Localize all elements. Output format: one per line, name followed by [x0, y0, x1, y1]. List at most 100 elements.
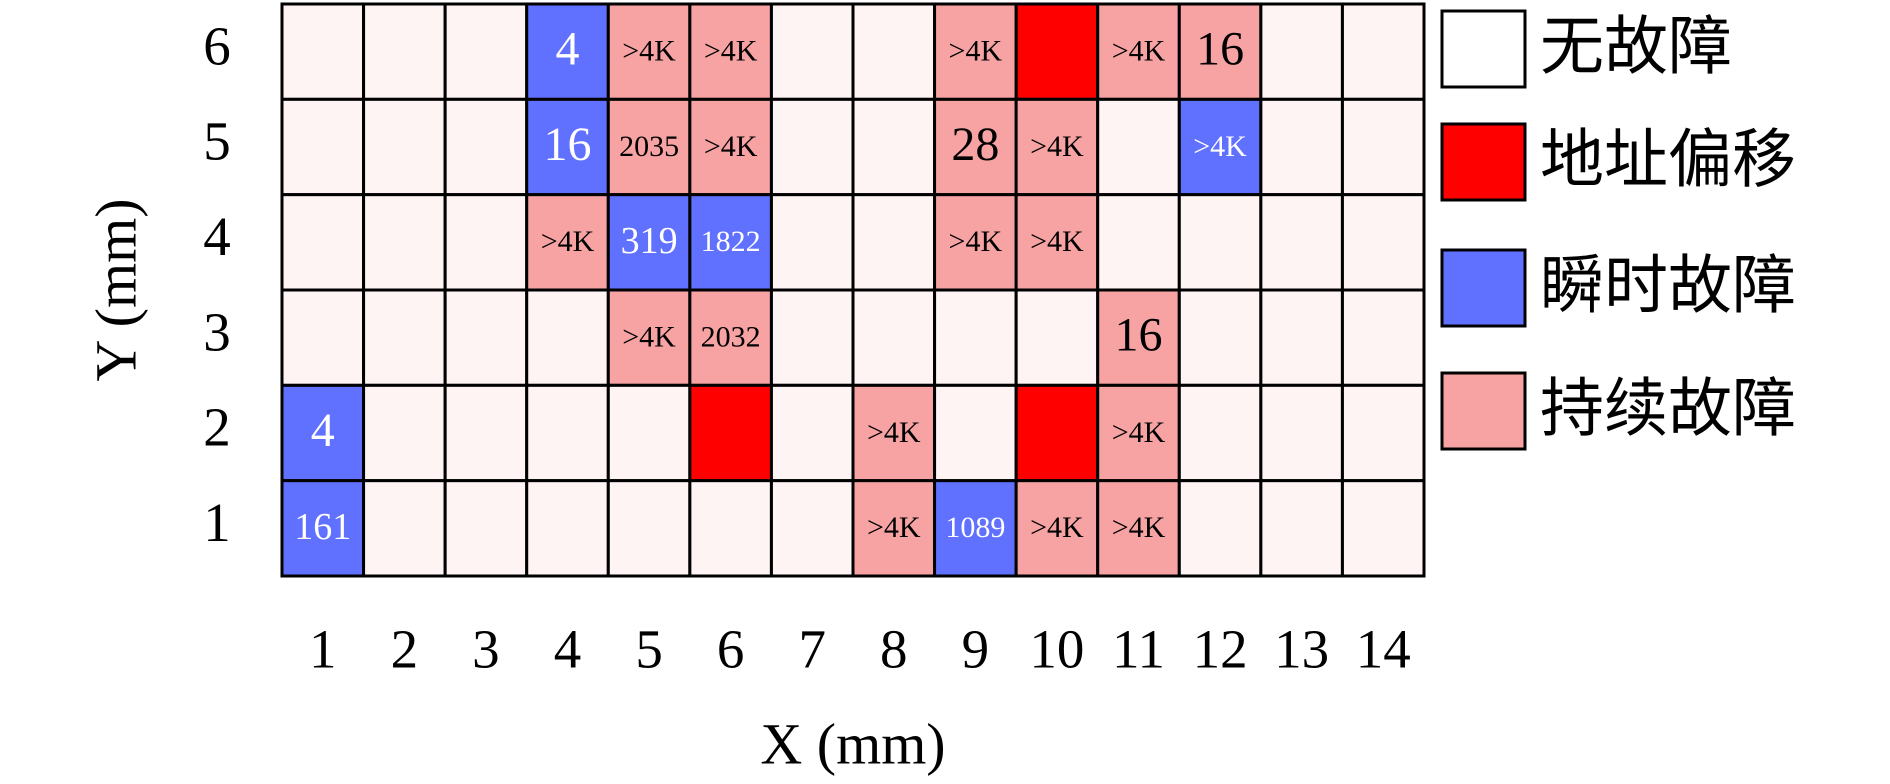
cell-label: >4K [1030, 511, 1084, 544]
legend-label: 地址偏移 [1540, 124, 1796, 198]
cell [362, 193, 447, 292]
cell [1177, 383, 1263, 483]
cell-label: >4K [541, 225, 595, 258]
legend-label: 持续故障 [1540, 373, 1796, 447]
cell [525, 288, 610, 387]
x-tick-label: 1 [309, 619, 337, 680]
cell [851, 383, 937, 483]
x-tick-label: 14 [1356, 619, 1411, 680]
cell-label: 16 [544, 118, 592, 171]
cell [1014, 193, 1100, 292]
y-tick-label: 4 [203, 206, 231, 267]
cell-label: >4K [622, 35, 676, 68]
cell [280, 193, 366, 292]
cell [769, 479, 855, 578]
cell [1259, 288, 1344, 387]
cell [688, 288, 773, 387]
cell [688, 383, 773, 483]
cell-label: 1089 [945, 511, 1005, 544]
x-tick-label: 5 [635, 619, 663, 680]
cell-label: 319 [621, 220, 678, 262]
x-tick-label: 11 [1112, 619, 1165, 680]
x-tick-label: 7 [798, 619, 826, 680]
cell [1259, 479, 1344, 578]
cell [1014, 288, 1100, 387]
legend-swatch [1440, 248, 1527, 328]
cell [851, 288, 937, 387]
cell [443, 479, 529, 578]
cell [1340, 193, 1426, 292]
cell [769, 288, 855, 387]
cell [851, 193, 937, 292]
cell-label: 16 [1115, 309, 1163, 362]
cell [525, 2, 610, 101]
y-tick-label: 6 [203, 15, 231, 76]
cell [851, 97, 937, 197]
cell [769, 2, 855, 101]
y-tick-label: 3 [203, 301, 231, 362]
cell [1177, 479, 1263, 578]
cell [1177, 193, 1263, 292]
y-tick-label: 2 [203, 397, 231, 458]
cell [1340, 288, 1426, 387]
cell [933, 288, 1018, 387]
cell [1259, 2, 1344, 101]
cell-label: >4K [1112, 416, 1166, 449]
cell [280, 97, 366, 197]
cell [1096, 383, 1181, 483]
y-axis-label: Y (mm) [83, 198, 148, 381]
cell [443, 193, 529, 292]
x-tick-label: 13 [1274, 619, 1329, 680]
cell [1177, 288, 1263, 387]
cell [1340, 97, 1426, 197]
cell [1014, 2, 1100, 101]
cell-label: >4K [622, 321, 676, 354]
cell [1259, 97, 1344, 197]
cell [769, 97, 855, 197]
cell [1259, 193, 1344, 292]
cell-label: >4K [1030, 130, 1084, 163]
cell [280, 383, 366, 483]
cell-label: >4K [1030, 225, 1084, 258]
cell [606, 479, 692, 578]
cell [606, 193, 692, 292]
x-tick-label: 12 [1193, 619, 1248, 680]
cell-label: 4 [311, 404, 335, 457]
cell [1177, 2, 1263, 101]
cell [280, 2, 366, 101]
legend-label: 瞬时故障 [1540, 250, 1796, 324]
cell [443, 288, 529, 387]
cell [362, 288, 447, 387]
cell [606, 97, 692, 197]
cell [1096, 97, 1181, 197]
x-tick-label: 8 [880, 619, 908, 680]
x-tick-label: 9 [962, 619, 990, 680]
cell [1177, 97, 1263, 197]
cell-label: 16 [1196, 23, 1244, 76]
cell [525, 479, 610, 578]
cell [769, 193, 855, 292]
cell [1259, 383, 1344, 483]
legend-swatch [1440, 371, 1527, 451]
cell-label: >4K [704, 130, 758, 163]
cell-label: 1822 [701, 225, 761, 258]
cell [362, 383, 447, 483]
cell-label: >4K [1112, 511, 1166, 544]
cell-label: >4K [1112, 35, 1166, 68]
cell [1096, 479, 1181, 578]
x-tick-label: 2 [391, 619, 419, 680]
cell-label: >4K [949, 35, 1003, 68]
x-tick-label: 3 [472, 619, 500, 680]
cell [1014, 479, 1100, 578]
cell [1014, 383, 1100, 483]
cell [606, 383, 692, 483]
y-tick-label: 5 [203, 111, 231, 172]
cell-label: 4 [556, 23, 580, 76]
cell-label: >4K [867, 511, 921, 544]
cell [933, 193, 1018, 292]
legend-swatch [1440, 9, 1527, 89]
cell [443, 383, 529, 483]
x-tick-label: 4 [554, 619, 582, 680]
cell [1340, 479, 1426, 578]
